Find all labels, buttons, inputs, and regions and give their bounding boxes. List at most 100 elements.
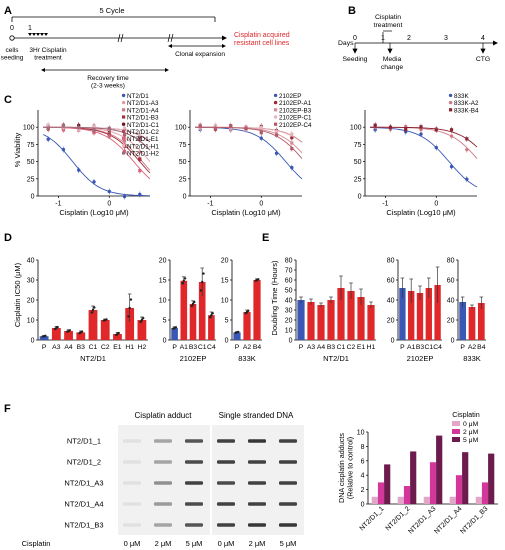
bar (384, 464, 391, 504)
data-point (92, 128, 96, 132)
y-tick-label: 20 (387, 318, 395, 325)
data-point (290, 147, 294, 151)
data-point (213, 126, 218, 130)
legend-label: 2102EP-C1 (279, 115, 312, 122)
y-tick-label: 70 (285, 268, 293, 275)
doubling-chart-833k: 0 20 40 60 80 P A2 B4 833K (447, 258, 486, 363)
legend-label: NT2/D1-H2 (127, 151, 159, 158)
y-tick-label: 30 (285, 308, 293, 315)
y-tick-label: 50 (179, 159, 187, 166)
blot-band (248, 523, 266, 527)
replicate-dot (141, 317, 145, 320)
replicate-dot (56, 325, 59, 329)
series-line (195, 126, 303, 159)
bar (403, 486, 411, 504)
bar (475, 496, 482, 504)
blot-bands (123, 439, 297, 527)
bar (399, 288, 406, 340)
blot-row-label: NT2/D1_2 (67, 458, 101, 467)
x-tick-label: C2 (101, 344, 110, 351)
data-point (465, 177, 469, 181)
y-tick-label: 10 (27, 318, 35, 325)
blot-dose-label-ssdna: 5 μM (280, 539, 297, 548)
x-tick-label: P (299, 344, 304, 351)
blot-band (279, 523, 297, 527)
legend-marker (273, 100, 278, 105)
panel-e: E Doubling Time (Hours) 0 10 20 30 40 50 60 70 8… (262, 232, 486, 363)
x-tick-label: C4 (433, 344, 442, 351)
y-tick-label: 0 (451, 338, 455, 345)
x-tick-label: P (400, 344, 405, 351)
bar (51, 328, 61, 340)
y-tick-label: 0 (163, 338, 167, 345)
data-point (274, 151, 279, 156)
blot-band (123, 481, 141, 485)
data-point (92, 180, 96, 184)
x-axis-label: Cisplatin (Log10 μM) (211, 208, 281, 217)
replicate-dot (93, 306, 96, 309)
replicate-dot (44, 334, 47, 338)
b-seeding-label: Seeding (343, 56, 368, 63)
group-label: NT2/D1 (323, 354, 349, 363)
x-tick-label: B3 (416, 344, 425, 351)
legend-marker (273, 93, 278, 98)
blot-band (185, 502, 203, 506)
legend-label: NT2/D1-B3 (127, 115, 159, 122)
y-tick-label: 75 (179, 142, 187, 149)
legend-label: 833K-B4 (454, 107, 479, 114)
data-point (259, 136, 263, 140)
y-tick-label: 10 (285, 328, 293, 335)
x-tick-label: H1 (125, 344, 134, 351)
data-point (290, 141, 294, 145)
recovery-label: Recovery time (2-3 weeks) (87, 75, 129, 89)
blot-band (279, 481, 297, 485)
legend-marker (121, 129, 126, 134)
data-point (138, 192, 142, 197)
replicate-dot (211, 312, 214, 315)
legend-marker (122, 137, 126, 141)
y-tick-label: 80 (387, 258, 395, 265)
x-tick-label: A4 (317, 344, 326, 351)
data-point (92, 124, 96, 129)
bar (488, 453, 495, 504)
data-point (46, 123, 50, 127)
replicate-dot (174, 326, 178, 329)
legend-label: 2102EP-B3 (279, 107, 312, 114)
replicate-dot (199, 289, 203, 292)
x-tick-label: 0 (434, 201, 438, 208)
data-point (138, 157, 142, 162)
replicate-dot (80, 330, 84, 333)
y-tick-label: 2 (361, 487, 365, 494)
data-point (198, 124, 202, 128)
blot-band (279, 460, 297, 464)
blot-band (248, 481, 266, 485)
y-tick-label: 40 (27, 258, 35, 265)
bar (100, 320, 110, 340)
data-point (434, 128, 438, 132)
data-point (290, 165, 294, 170)
data-point (373, 123, 377, 127)
data-point (61, 123, 66, 127)
legend-marker (449, 108, 453, 112)
y-tick-label: 15 (159, 278, 167, 285)
data-point (259, 125, 263, 130)
y-tick-label: 0 (225, 338, 229, 345)
x-tick-label: C1 (337, 344, 346, 351)
replicate-dot (190, 304, 193, 308)
group-label: NT2/D1 (80, 354, 106, 363)
replicate-dot (237, 330, 240, 334)
legend-label: 833K (454, 93, 470, 100)
data-point (77, 125, 81, 130)
treatment-triangles (28, 33, 48, 36)
x-tick-label: NT2/D1_B3 (459, 505, 489, 535)
blot-row-label: NT2/D1_A4 (64, 500, 103, 509)
replicate-dot (128, 306, 131, 310)
blot-band (154, 523, 172, 527)
data-point (465, 147, 469, 152)
blot-band (217, 481, 235, 485)
blot-band (154, 502, 172, 506)
x-tick-label: E1 (357, 344, 366, 351)
blot-band (217, 460, 235, 464)
y-tick-label: 5 (225, 318, 229, 325)
